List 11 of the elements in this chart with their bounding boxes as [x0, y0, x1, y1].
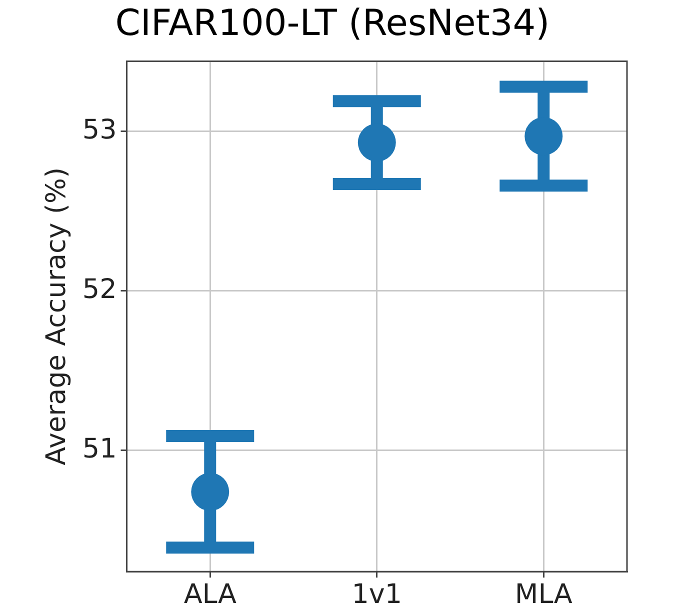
- point: [191, 472, 230, 511]
- x-tick-label: MLA: [514, 578, 573, 610]
- y-tick-label: 53: [82, 114, 117, 146]
- x-tick-label: ALA: [184, 578, 237, 610]
- y-axis-title: Average Accuracy (%): [41, 167, 72, 466]
- y-tick-label: 51: [82, 433, 117, 464]
- point: [524, 117, 563, 156]
- point: [358, 124, 396, 162]
- chart-title: CIFAR100-LT (ResNet34): [115, 2, 550, 44]
- y-tick-label: 52: [82, 274, 117, 305]
- x-tick-label: 1v1: [352, 578, 402, 610]
